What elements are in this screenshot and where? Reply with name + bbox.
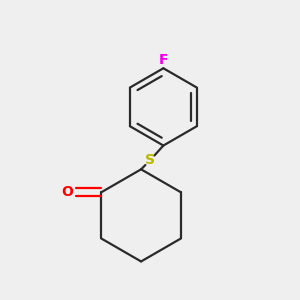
Text: O: O bbox=[61, 185, 73, 200]
Text: F: F bbox=[159, 53, 168, 67]
Text: S: S bbox=[145, 153, 155, 167]
